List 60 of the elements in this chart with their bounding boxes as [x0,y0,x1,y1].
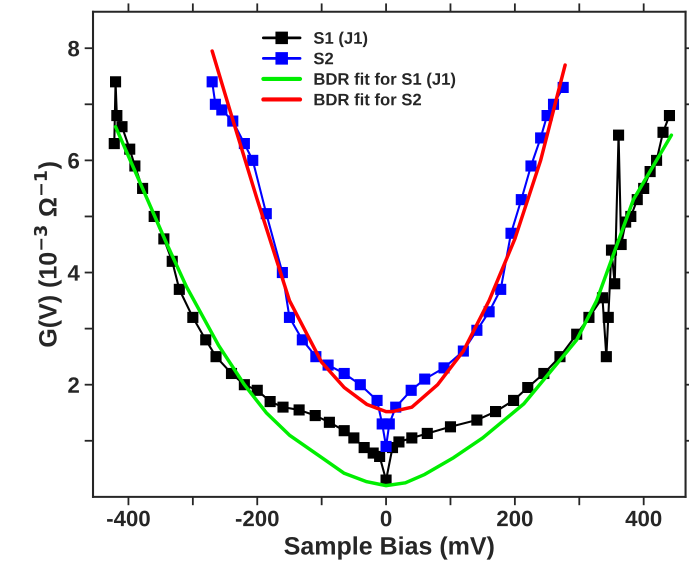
point [371,394,383,406]
x-tick-label: 200 [497,510,533,526]
point [664,110,676,122]
point [609,278,620,290]
point [508,394,520,406]
point [490,406,502,418]
point [525,160,537,172]
point [495,284,506,295]
point [110,76,122,88]
legend-label: S2 [314,52,334,64]
line-series [210,49,567,414]
x-tick-label: -400 [107,510,150,526]
y-tick-label: 8 [68,40,80,56]
point [380,440,392,452]
legend-label: S1 (J1) [314,32,368,48]
point [277,402,289,413]
x-axis-title: Sample Bias (mV) [284,536,494,560]
point [393,436,404,448]
y-tick-label: 6 [68,152,80,169]
point [264,396,276,408]
point [174,284,185,295]
legend-label: BDR fit for S1 (J1) [314,72,456,88]
point [200,334,212,346]
point [111,110,122,122]
y-tick-label: 2 [68,377,79,393]
y-tick-label: 4 [68,265,80,281]
point [324,416,335,428]
x-tick-label: 400 [625,510,662,526]
point [206,76,218,88]
point [602,312,614,323]
point [600,351,612,362]
point [613,130,624,141]
point [210,351,222,362]
point [657,126,669,138]
point [247,154,258,166]
point [384,418,395,430]
point [252,384,263,396]
x-tick-label: -200 [236,510,279,526]
point [471,414,482,426]
point [338,425,350,436]
x-tick-label: 0 [380,510,392,526]
point [419,374,430,385]
point [522,382,534,394]
point [187,312,198,323]
point [108,138,120,150]
point [338,368,350,380]
point [374,450,386,462]
point [216,104,228,116]
point [406,384,417,396]
point [348,432,360,444]
point [284,312,296,323]
point [354,379,366,390]
legend-label: BDR fit for S2 [314,93,422,106]
point [310,410,321,422]
y-axis-title: G(V) (10$^{−3}$ Ω$^{−1}$) [34,162,62,347]
point [444,421,456,432]
point [294,404,305,416]
point [422,428,433,440]
point [406,432,418,444]
point [296,334,308,346]
